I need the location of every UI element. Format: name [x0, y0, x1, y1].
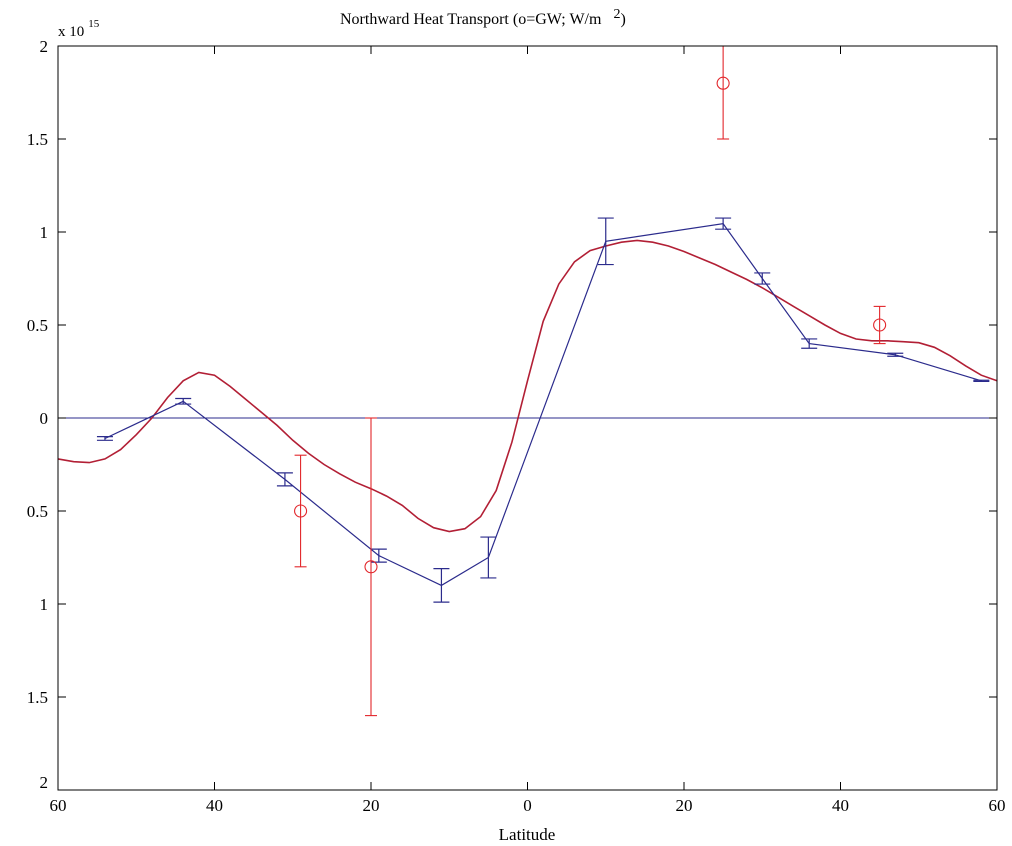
obs-circle-marker [873, 318, 887, 332]
x-tick-label: 20 [676, 796, 693, 815]
x-tick-label: 40 [832, 796, 849, 815]
y-tick-label: 2 [40, 37, 49, 56]
obs-circle-marker [716, 76, 730, 90]
obs-circle-marker [294, 504, 308, 518]
x-tick-label: 60 [989, 796, 1006, 815]
y-tick-label: 2 [40, 773, 49, 792]
y-multiplier-exponent: 15 [88, 18, 100, 30]
y-multiplier-prefix: x 10 [58, 24, 84, 40]
axis-ticks [57, 45, 998, 791]
blue-series-line [104, 222, 982, 587]
chart-title-superscript: 2 [613, 7, 620, 22]
y-tick-label: 0.5 [27, 316, 48, 335]
chart-title-close: ) [620, 11, 625, 28]
x-tick-label: 0 [523, 796, 532, 815]
obs-circle-marker [364, 560, 378, 574]
x-tick-label: 40 [206, 796, 223, 815]
x-axis-label: Latitude [499, 825, 556, 844]
model-curve-line [57, 239, 998, 533]
y-tick-label: 1 [40, 223, 49, 242]
plot-marks [57, 46, 998, 717]
y-tick-label: 1 [40, 595, 49, 614]
y-tick-label: 0 [40, 409, 49, 428]
y-axis-multiplier: x 10 15 [58, 18, 100, 40]
x-tick-label: 60 [50, 796, 67, 815]
y-tick-label: 1.5 [27, 688, 48, 707]
x-tick-label: 20 [363, 796, 380, 815]
y-tick-label: 1.5 [27, 130, 48, 149]
chart-title-main: Northward Heat Transport (o=GW; W/m [340, 11, 602, 28]
y-tick-label: 0.5 [27, 502, 48, 521]
chart-title: Northward Heat Transport (o=GW; W/m 2) [340, 7, 626, 28]
